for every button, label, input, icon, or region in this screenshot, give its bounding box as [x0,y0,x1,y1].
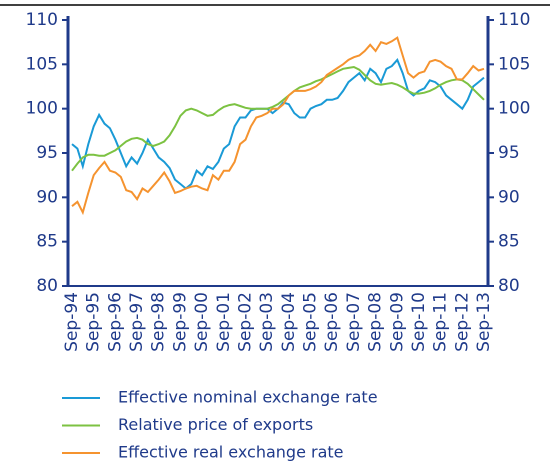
y-tick-label: 100 [26,99,58,119]
series-line [71,36,485,216]
x-tick-label: Sep-11 [431,292,451,352]
x-tick-label: Sep-04 [279,292,299,352]
y2-tick-label: 90 [498,187,520,207]
y-tick-label: 110 [26,10,58,30]
x-tick-label: Sep-03 [257,292,277,352]
series-line [71,65,485,172]
x-tick-label: Sep-96 [105,292,125,352]
y2-tick-label: 110 [498,10,530,30]
x-tick-label: Sep-01 [214,292,234,352]
legend-label: Effective real exchange rate [118,443,344,462]
x-tick-label: Sep-08 [366,292,386,352]
y2-tick-label: 80 [498,276,520,296]
y2-tick-label: 95 [498,143,520,163]
y2-tick-label: 105 [498,54,530,74]
x-tick-label: Sep-10 [409,292,429,352]
x-tick-label: Sep-99 [170,292,190,352]
y-tick-label: 95 [36,143,58,163]
x-tick-label: Sep-02 [235,292,255,352]
x-tick-label: Sep-94 [62,292,82,352]
x-tick-label: Sep-12 [452,292,472,352]
y2-tick-label: 100 [498,99,530,119]
legend-label: Effective nominal exchange rate [118,388,378,407]
y-tick-label: 105 [26,54,58,74]
y-tick-label: 80 [36,276,58,296]
x-tick-label: Sep-13 [474,292,494,352]
y-tick-label: 90 [36,187,58,207]
x-tick-label: Sep-06 [322,292,342,352]
y-tick-label: 85 [36,232,58,252]
x-tick-label: Sep-00 [192,292,212,352]
x-tick-label: Sep-98 [149,292,169,352]
x-tick-label: Sep-07 [344,292,364,352]
y2-tick-label: 85 [498,232,520,252]
x-tick-label: Sep-97 [127,292,147,352]
x-tick-label: Sep-09 [387,292,407,352]
series-line [71,58,485,190]
legend-label: Relative price of exports [118,415,313,434]
x-tick-label: Sep-95 [84,292,104,352]
x-tick-label: Sep-05 [301,292,321,352]
